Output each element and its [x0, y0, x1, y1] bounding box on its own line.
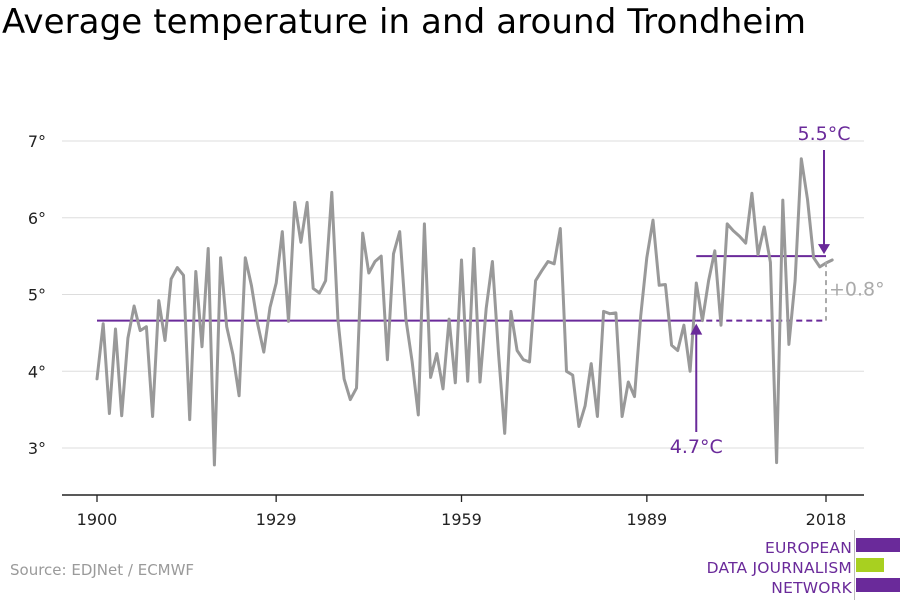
historic-arrow-head	[690, 323, 703, 335]
logo-bar-green	[856, 558, 884, 572]
x-tick-label: 1929	[256, 510, 297, 529]
recent-average-label: 5.5°C	[798, 123, 851, 145]
x-tick-label: 1989	[626, 510, 667, 529]
y-tick-label: 6°	[28, 209, 46, 228]
logo-line-3: NETWORK	[771, 579, 852, 597]
y-tick-label: 7°	[28, 132, 46, 151]
logo-bar-purple	[856, 538, 900, 552]
x-tick-label: 1900	[77, 510, 118, 529]
recent-arrow-head	[818, 244, 830, 255]
annotations: +0.8° 5.5°C 4.7°C	[670, 123, 885, 458]
chart-title: Average temperature in and around Trondh…	[2, 2, 807, 42]
logo-line-2: DATA JOURNALISM	[706, 559, 852, 577]
y-tick-label: 5°	[28, 286, 46, 305]
source-note: Source: EDJNet / ECMWF	[10, 561, 195, 579]
logo-divider	[854, 530, 855, 600]
temperature-series-line	[95, 157, 834, 467]
x-tick-label: 2018	[806, 510, 847, 529]
y-tick-label: 3°	[28, 439, 46, 458]
logo-text: EUROPEAN DATA JOURNALISM NETWORK	[707, 538, 852, 598]
reference-lines	[97, 255, 826, 322]
difference-label: +0.8°	[829, 278, 885, 300]
logo-bars	[856, 538, 900, 598]
series-lines	[95, 157, 834, 467]
historic-average-label: 4.7°C	[670, 436, 723, 458]
y-tick-labels: 3° 4° 5° 6° 7°	[28, 132, 46, 458]
x-tick-label: 1959	[441, 510, 482, 529]
y-tick-label: 4°	[28, 362, 46, 381]
edjnet-logo: EUROPEAN DATA JOURNALISM NETWORK	[700, 530, 900, 600]
x-axis: 1900 1929 1959 1989 2018	[62, 494, 864, 529]
logo-bar-purple-2	[856, 578, 900, 592]
logo-line-1: EUROPEAN	[764, 539, 852, 557]
